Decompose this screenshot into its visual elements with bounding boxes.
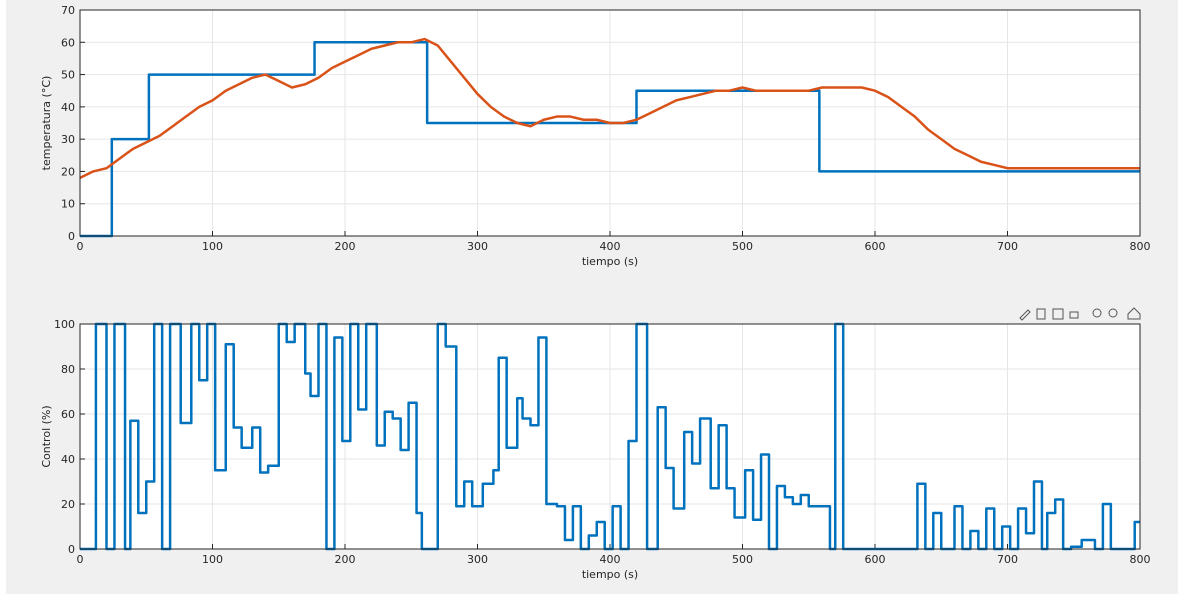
x-tick-label: 800	[1130, 240, 1151, 253]
toolbar-icon[interactable]	[1036, 308, 1046, 320]
toolbar-icon[interactable]	[1108, 308, 1118, 318]
x-axis-label: tiempo (s)	[582, 255, 638, 268]
x-tick-label: 300	[467, 553, 488, 566]
y-tick-label: 50	[61, 69, 75, 82]
x-tick-label: 600	[865, 553, 886, 566]
x-tick-label: 700	[997, 240, 1018, 253]
data-line	[79, 37, 1140, 180]
y-axis-label: temperatura (°C)	[40, 76, 53, 171]
y-tick-label: 0	[68, 230, 75, 243]
x-tick-label: 600	[865, 240, 886, 253]
y-tick-label: 80	[61, 363, 75, 376]
x-tick-label: 300	[467, 240, 488, 253]
x-axis-label: tiempo (s)	[582, 568, 638, 581]
axes-toolbar	[1019, 307, 1141, 321]
toolbar-icon[interactable]	[1019, 309, 1031, 321]
y-tick-label: 100	[54, 318, 75, 331]
toolbar-icon[interactable]	[1092, 308, 1102, 318]
x-tick-label: 400	[600, 240, 621, 253]
toolbar-icon[interactable]	[1069, 311, 1079, 319]
x-tick-label: 800	[1130, 553, 1151, 566]
y-tick-label: 0	[68, 543, 75, 556]
y-tick-label: 40	[61, 101, 75, 114]
axes-box	[79, 323, 1141, 550]
x-tick-label: 100	[202, 553, 223, 566]
x-tick-label: 200	[335, 553, 356, 566]
y-tick-label: 20	[61, 498, 75, 511]
x-tick-label: 500	[732, 553, 753, 566]
x-tick-label: 0	[77, 553, 84, 566]
y-tick-label: 40	[61, 453, 75, 466]
axes-box	[79, 9, 1141, 237]
y-tick-label: 70	[61, 4, 75, 17]
x-tick-label: 500	[732, 240, 753, 253]
x-tick-label: 400	[600, 553, 621, 566]
y-tick-label: 60	[61, 408, 75, 421]
x-tick-label: 700	[997, 553, 1018, 566]
y-tick-label: 10	[61, 198, 75, 211]
x-tick-label: 0	[77, 240, 84, 253]
x-tick-label: 200	[335, 240, 356, 253]
y-tick-label: 60	[61, 36, 75, 49]
y-tick-label: 30	[61, 133, 75, 146]
toolbar-icon[interactable]	[1127, 307, 1141, 320]
y-tick-label: 20	[61, 165, 75, 178]
y-axis-label: Control (%)	[40, 405, 53, 467]
toolbar-icon[interactable]	[1052, 308, 1064, 320]
x-tick-label: 100	[202, 240, 223, 253]
